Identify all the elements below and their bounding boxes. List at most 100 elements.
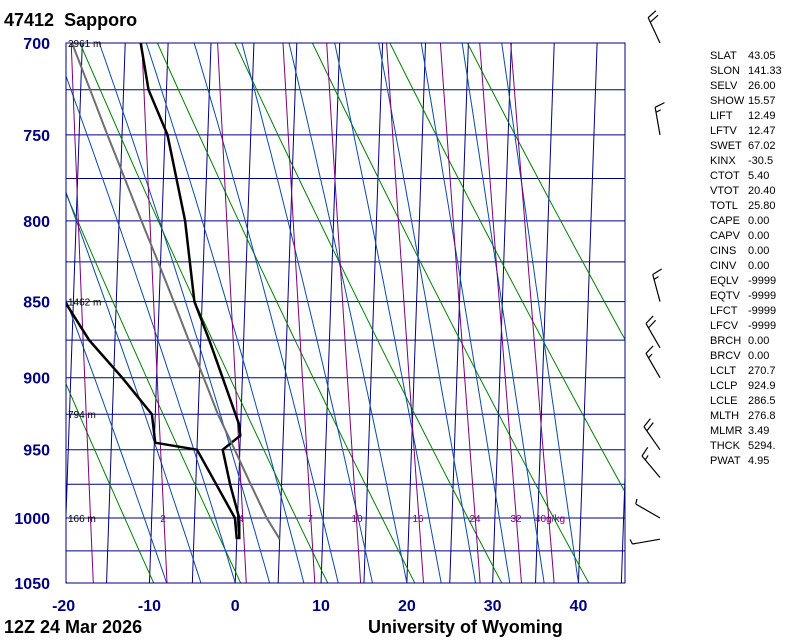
moist-adiabat-line — [193, 43, 339, 583]
wind-barb — [654, 102, 665, 135]
isotherm-line — [363, 43, 384, 583]
height-label: 166 m — [68, 514, 96, 525]
index-value: 0.00 — [748, 215, 770, 227]
index-key: CAPE — [710, 215, 740, 227]
index-value: 0.00 — [748, 260, 770, 272]
mixing-ratio-label: 7 — [307, 514, 313, 525]
index-value: 924.9 — [748, 380, 776, 392]
index-value: 270.7 — [748, 365, 776, 377]
index-key: CTOT — [710, 170, 740, 182]
mixing-ratio-label: 10 — [351, 514, 363, 525]
wind-barb — [647, 10, 661, 44]
mixing-ratio-line — [479, 43, 522, 583]
observation-time: 12Z 24 Mar 2026 — [4, 617, 143, 637]
y-tick-label: 850 — [23, 295, 50, 312]
index-row: KINX -30.5 — [710, 154, 782, 169]
index-value: 141.33 — [748, 65, 782, 77]
index-value: 5.40 — [748, 170, 770, 182]
wind-barb-staff — [645, 353, 661, 379]
isotherm-line — [664, 43, 683, 583]
wind-barb — [645, 345, 661, 379]
dry-adiabat-line — [66, 580, 68, 583]
mixing-ratio-line — [217, 43, 247, 583]
mixing-ratio-line — [0, 43, 4, 583]
wind-barb-half-flag — [653, 276, 659, 280]
index-key: CINS — [710, 245, 737, 257]
index-key: LCLP — [710, 380, 738, 392]
isotherm-line — [320, 43, 341, 583]
x-tick-label: -20 — [52, 598, 75, 615]
wind-barb-half-flag — [644, 455, 649, 461]
y-tick-label: 950 — [23, 443, 50, 460]
index-row: BRCV 0.00 — [710, 349, 782, 364]
index-row: VTOT 20.40 — [710, 184, 782, 199]
index-value: -9999 — [748, 305, 777, 317]
index-key: LIFT — [710, 110, 733, 122]
isotherm-line — [535, 43, 555, 583]
mixing-ratio-line — [439, 43, 481, 583]
x-tick-label: 0 — [231, 598, 240, 615]
wind-barb — [629, 538, 661, 545]
index-row: LFCT -9999 — [710, 304, 782, 319]
index-row: CINS 0.00 — [710, 244, 782, 259]
index-key: LFTV — [710, 125, 737, 137]
index-row: BRCH 0.00 — [710, 334, 782, 349]
index-key: SHOW — [710, 95, 745, 107]
moist-adiabat-line — [420, 43, 511, 583]
index-value: 5294. — [748, 440, 776, 452]
mixing-ratio-label: 2 — [160, 514, 166, 525]
mixing-ratio-label: 40g/kg — [535, 514, 565, 525]
isotherm-line — [577, 43, 598, 583]
mixing-ratio-line — [141, 43, 168, 583]
dry-adiabat-line — [66, 382, 155, 583]
index-key: MLTH — [710, 410, 740, 422]
moist-adiabat-line — [98, 43, 271, 583]
index-row: LFCV -9999 — [710, 319, 782, 334]
isotherm-line — [277, 43, 298, 583]
wind-barb-staff — [643, 426, 661, 451]
wind-barb-half-flag — [655, 109, 661, 113]
x-tick-label: -10 — [138, 598, 161, 615]
index-key: MLMR — [710, 425, 743, 437]
mixing-ratio-label: 16 — [412, 514, 424, 525]
x-tick-label: 40 — [570, 598, 588, 615]
dry-adiabat-line — [466, 43, 625, 341]
index-key: SWET — [710, 140, 742, 152]
index-value: 67.02 — [748, 140, 776, 152]
index-value: -9999 — [748, 320, 777, 332]
dry-adiabat-line — [389, 43, 625, 493]
index-key: EQLV — [710, 275, 739, 287]
index-value: -30.5 — [748, 155, 774, 167]
mixing-ratio-line — [510, 43, 555, 583]
y-tick-label: 750 — [23, 128, 50, 145]
index-value: 20.40 — [748, 185, 776, 197]
stability-indices-table: SLAT 43.05 SLON 141.33 SELV 26.00 SHOW 15.57 LIF… — [710, 49, 782, 469]
chart-title: 47412 Sapporo — [4, 10, 137, 31]
moist-adiabat-line — [241, 43, 373, 583]
height-label: 794 m — [68, 410, 96, 421]
mixing-ratio-label: 24 — [469, 514, 481, 525]
index-key: THCK — [710, 440, 740, 452]
isotherm-line — [234, 43, 255, 583]
wind-barb-flag — [647, 10, 657, 19]
wind-barb-flag — [652, 268, 662, 276]
index-row: MLTH 276.8 — [710, 409, 782, 424]
wind-barb-half-flag — [629, 539, 633, 545]
height-label: 2961 m — [68, 39, 101, 50]
index-key: CINV — [710, 260, 737, 272]
mixing-ratio-line — [326, 43, 362, 583]
wind-barb-flag — [643, 418, 651, 428]
index-value: -9999 — [748, 275, 777, 287]
mixing-ratio-line — [386, 43, 424, 583]
wind-barb — [641, 446, 661, 478]
wind-barb-flag — [641, 446, 649, 457]
parcel-trace — [71, 43, 281, 540]
index-key: SLAT — [710, 50, 737, 62]
index-row: SWET 67.02 — [710, 139, 782, 154]
index-key: LFCT — [710, 305, 738, 317]
index-value: 12.49 — [748, 110, 776, 122]
index-row: LCLT 270.7 — [710, 364, 782, 379]
x-tick-label: 20 — [398, 598, 416, 615]
index-key: EQTV — [710, 290, 740, 302]
